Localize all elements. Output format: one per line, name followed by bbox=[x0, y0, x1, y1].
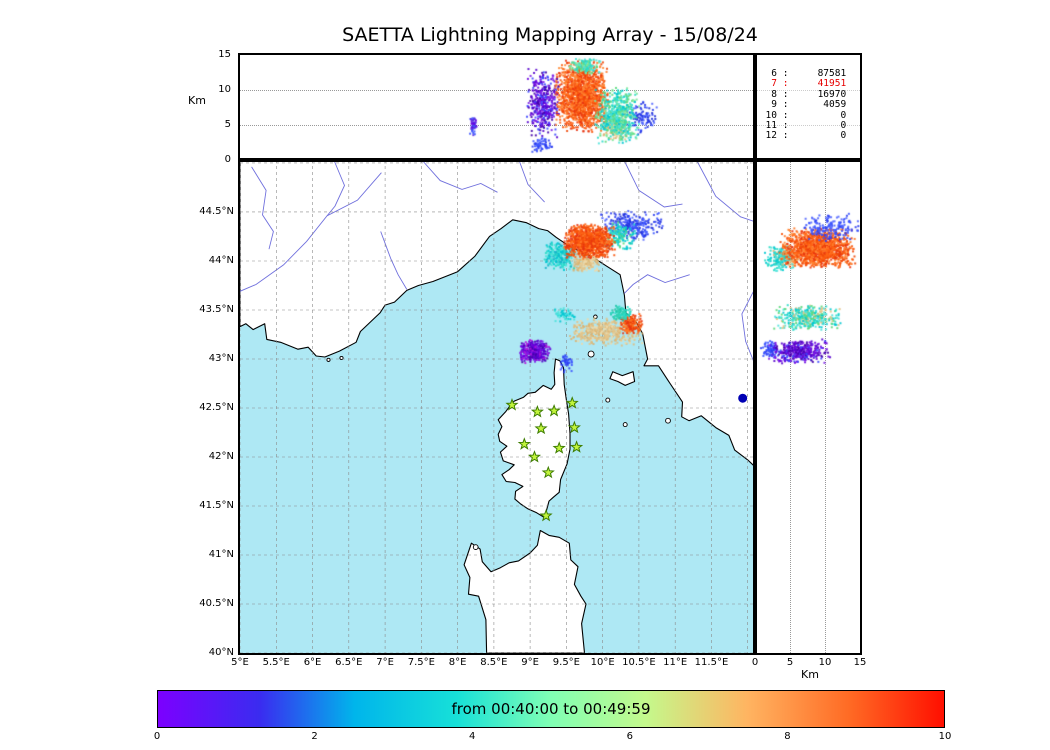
plot-title: SAETTA Lightning Mapping Array - 15/08/2… bbox=[342, 24, 758, 46]
colorbar: from 00:40:00 to 00:49:59 bbox=[157, 690, 945, 728]
counts-gridline-lower bbox=[755, 125, 860, 126]
station-count-row: 7 : 41951 bbox=[771, 78, 847, 90]
lon-tick-label: 7.5°E bbox=[407, 657, 435, 668]
alt-axis-tick-label: 0 bbox=[224, 154, 231, 165]
colorbar-tick-label: 4 bbox=[469, 731, 476, 742]
lon-tick-label: 7°E bbox=[376, 657, 394, 668]
colorbar-tick-label: 10 bbox=[938, 731, 952, 742]
map-scatter-canvas bbox=[240, 160, 755, 653]
lat-tick-label: 44.5°N bbox=[199, 205, 234, 217]
station-count-panel: 6 : 87581 7 : 41951 8 : 16970 9 : 4059 10 : … bbox=[755, 55, 860, 160]
station-count-row: 12 : 0 bbox=[765, 130, 847, 142]
right-alt-axis-tick-label: 0 bbox=[751, 657, 759, 668]
alt-axis-tick-label: 15 bbox=[218, 49, 231, 60]
lat-tick-label: 41.5°N bbox=[199, 499, 234, 511]
lon-tick-label: 6°E bbox=[303, 657, 322, 668]
lat-tick-label: 40.5°N bbox=[199, 597, 234, 609]
counts-gridline-upper bbox=[755, 90, 860, 91]
lon-tick-label: 9.5°E bbox=[552, 657, 581, 668]
station-count-row: 11 : 0 bbox=[765, 120, 847, 131]
lat-tick-label: 41°N bbox=[208, 548, 234, 560]
colorbar-tick-label: 6 bbox=[626, 731, 633, 742]
right-altitude-axis-label: Km bbox=[801, 668, 819, 681]
lat-tick-label: 44°N bbox=[208, 254, 234, 266]
lat-tick-label: 43.5°N bbox=[199, 303, 234, 315]
altitude-latitude-scatter-canvas bbox=[755, 160, 860, 653]
station-count-row: 10 : 0 bbox=[765, 109, 847, 121]
altitude-axis-label: Km bbox=[188, 94, 206, 107]
lat-tick-label: 42°N bbox=[208, 450, 234, 462]
right-alt-axis-tick-label: 15 bbox=[853, 657, 867, 668]
station-count-row: 6 : 87581 bbox=[771, 68, 847, 79]
alt-axis-tick-label: 5 bbox=[224, 119, 231, 130]
right-alt-axis-tick-label: 5 bbox=[786, 657, 794, 668]
alt-axis-tick-label: 10 bbox=[218, 84, 231, 95]
right-alt-axis-tick-label: 10 bbox=[818, 657, 832, 668]
lon-tick-label: 10.5°E bbox=[622, 657, 656, 668]
lon-tick-label: 8.5°E bbox=[480, 657, 508, 668]
station-count-row: 8 : 16970 bbox=[771, 88, 847, 100]
colorbar-label: from 00:40:00 to 00:49:59 bbox=[451, 700, 651, 718]
colorbar-tick-label: 8 bbox=[784, 731, 791, 742]
lat-tick-label: 40°N bbox=[208, 647, 234, 658]
altitude-longitude-scatter-canvas bbox=[240, 55, 755, 160]
lon-tick-label: 11°E bbox=[663, 657, 688, 668]
colorbar-tick-label: 0 bbox=[153, 731, 161, 742]
colorbar-tick-label: 2 bbox=[311, 731, 318, 742]
lat-tick-label: 43°N bbox=[208, 352, 234, 364]
lon-tick-label: 5°E bbox=[231, 657, 249, 668]
lon-tick-label: 10°E bbox=[590, 657, 615, 668]
lon-tick-label: 9°E bbox=[521, 657, 539, 668]
lat-tick-label: 42.5°N bbox=[199, 401, 234, 413]
lon-tick-label: 8°E bbox=[448, 657, 467, 668]
lon-tick-label: 5.5°E bbox=[262, 657, 290, 668]
lon-tick-label: 6.5°E bbox=[335, 657, 363, 668]
lon-tick-label: 11.5°E bbox=[694, 657, 729, 668]
station-count-row: 9 : 4059 bbox=[771, 99, 847, 111]
